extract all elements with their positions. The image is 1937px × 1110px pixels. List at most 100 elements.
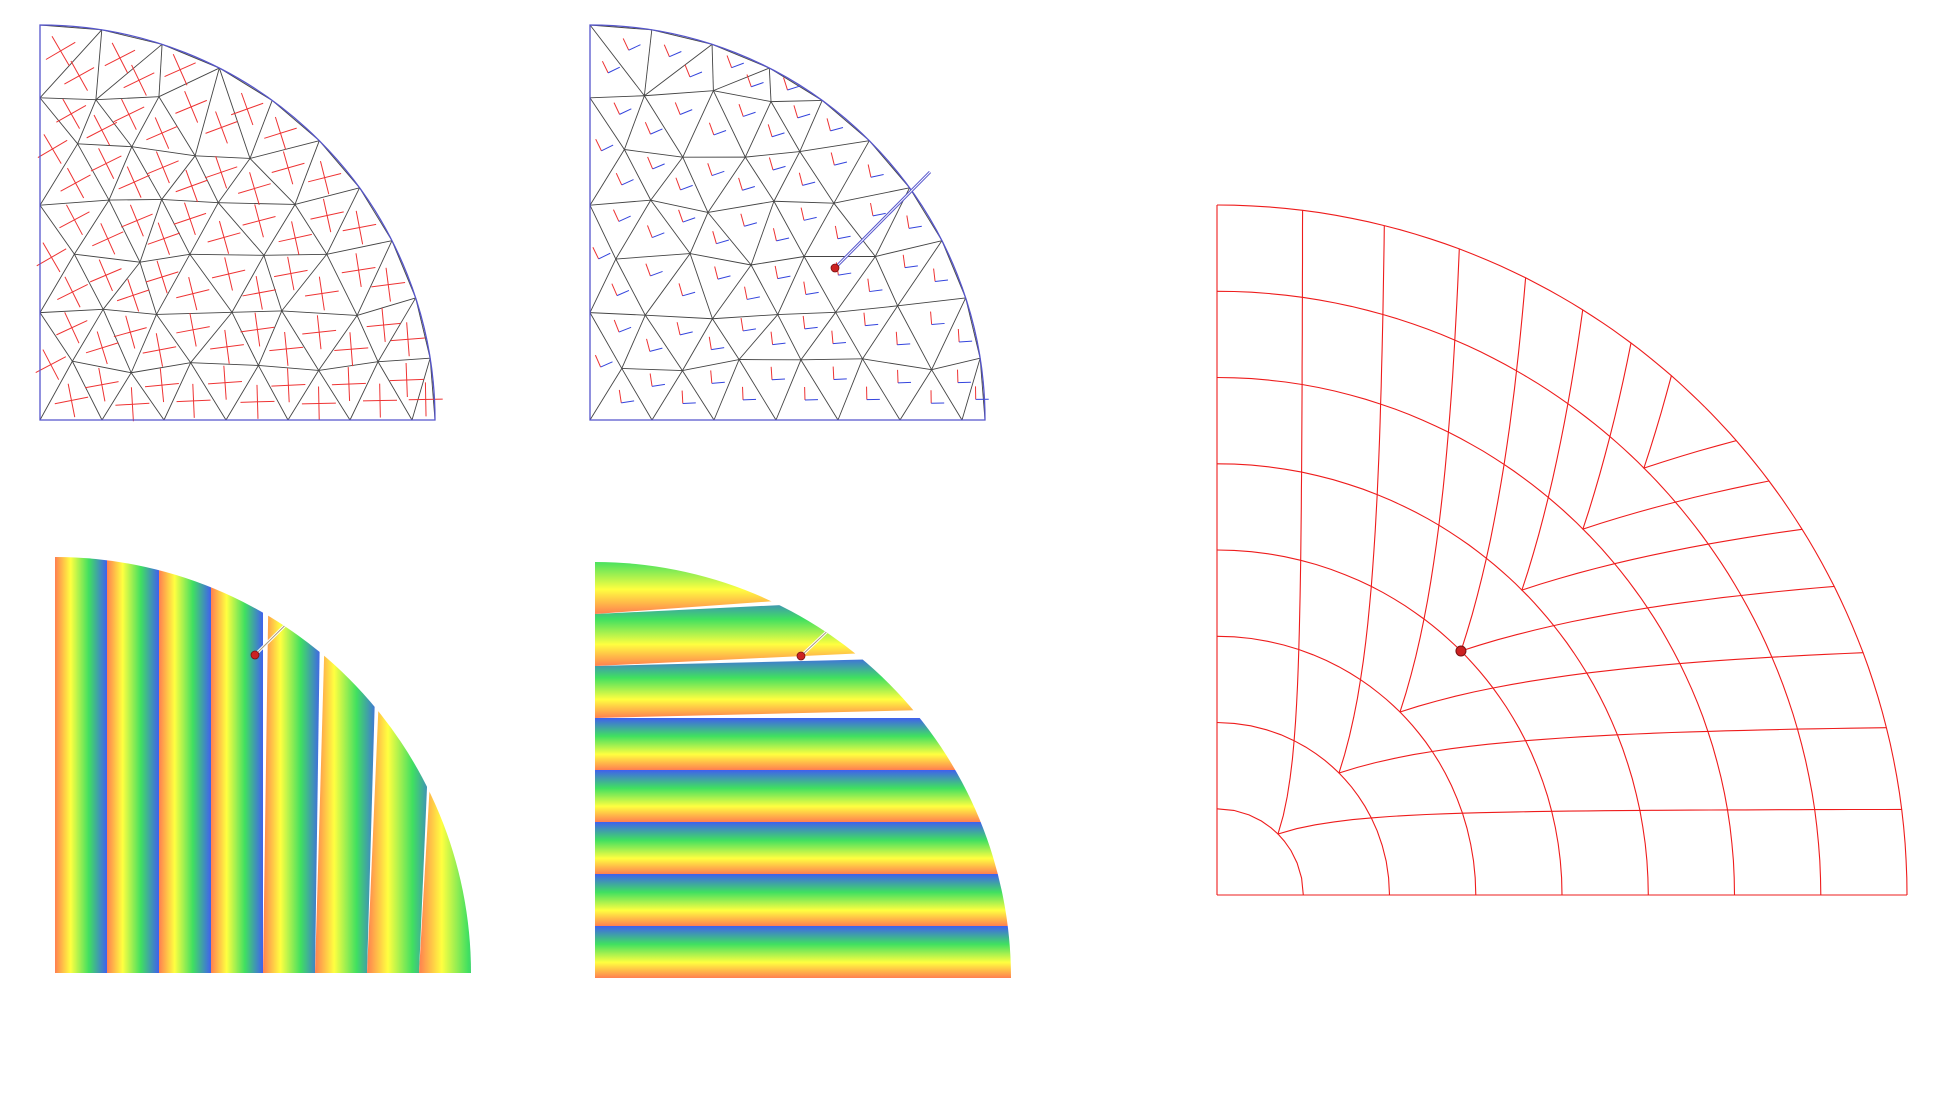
mesh-edge [161,155,196,200]
mesh-edge [643,95,684,158]
quad-grid-line [1216,721,1887,774]
mesh-edge [73,253,104,310]
mesh-edge [39,253,75,313]
triangle-mesh-cross-field-panel [35,20,445,425]
triangle-mesh-frame-field-panel [585,20,995,425]
frame-field-v [743,111,756,117]
cross-field-line [224,257,233,291]
frame-field-u [678,209,684,223]
frame-field-v [904,265,918,269]
frame-field-u [708,336,712,350]
mesh-edge [770,101,801,152]
frame-field-v [802,181,816,186]
mesh-edge [835,256,876,313]
cross-field-line [125,315,136,349]
cross-field-line [156,260,168,294]
mesh-edge [682,318,713,371]
mesh-edge [39,29,103,99]
stripe-u-canvas [55,557,471,973]
mesh-edge [650,156,684,201]
mesh-edge [750,264,779,315]
quad-grid-line [1216,204,1706,408]
cross-field-line [218,220,230,254]
mesh-edge [712,90,746,158]
mesh-edge [777,311,836,315]
frame-field-v [870,173,884,178]
frame-field-v [711,381,725,384]
mesh-edge [682,90,714,158]
mesh-edge [979,358,986,421]
frame-field-v [682,291,696,297]
frame-field-v [771,132,785,138]
mesh-edge [744,101,772,158]
mesh-edge [623,95,645,150]
mesh-edge [95,96,159,101]
frame-field-u [707,163,713,176]
cross-field-line [184,90,199,123]
stripe-band [263,557,321,973]
cross-field-line [316,315,322,350]
mesh-edge [682,359,740,372]
frame-field-u [831,330,834,344]
frame-field-v [679,331,693,336]
cross-field-line [287,256,295,291]
mesh-edge [231,255,265,313]
mesh-edge [195,155,251,159]
mesh-edge [803,256,837,313]
frame-field-v [872,212,886,217]
cross-field-line [287,368,290,403]
mesh-edge [318,140,360,189]
cross-field-line [130,387,134,422]
mesh-edge [773,151,801,202]
singularity-point [250,650,260,660]
frame-field-u [870,202,874,216]
mesh-edge [377,361,413,421]
cross-field-line [291,221,300,255]
mesh-edge [429,358,436,421]
mesh-edge [139,253,190,263]
mesh-edge [161,199,191,255]
frame-field-v [650,128,663,135]
quad-grid-line [1399,248,1477,896]
frame-field-u [767,124,773,137]
mesh-edge [615,199,652,260]
mesh-edge [690,253,752,266]
frame-field-u [957,328,960,342]
mesh-edge [799,100,823,152]
frame-field-v [618,326,632,333]
mesh-edge [131,146,196,157]
mesh-edge [862,305,898,360]
mesh-edge [650,199,709,213]
mesh-edge [263,255,283,312]
mesh-edge [318,361,379,371]
mesh-edge [163,362,192,421]
mesh-edge [263,204,296,256]
cross-field-line [254,312,261,347]
mesh-edge [190,362,227,421]
mesh-edge [249,100,273,159]
mesh-edge [835,305,898,313]
mesh-edge [190,311,233,363]
stripe-field [595,562,1011,978]
mesh-edge [589,368,623,421]
cross-field-line [349,332,354,367]
cross-field-line [98,259,113,292]
frame-field-v [803,216,817,221]
frame-field-u [592,247,600,260]
mesh-edge [589,97,625,150]
frame-field-v [619,108,632,115]
mesh-edge [294,140,320,205]
mesh-edge [77,143,110,201]
frame-field-u [726,55,733,68]
stripe-pattern-v-panel [595,560,1015,980]
frame-field-v [711,347,725,351]
mesh-edge [750,201,775,266]
mesh-edge [130,314,157,373]
cross-field-line [284,331,289,366]
mesh-edge [131,96,160,147]
frame-field-u [712,231,717,244]
stripe-band [595,656,1011,718]
cross-field-line [256,384,259,419]
cross-field-line [111,42,129,74]
frame-field-u [902,254,906,268]
